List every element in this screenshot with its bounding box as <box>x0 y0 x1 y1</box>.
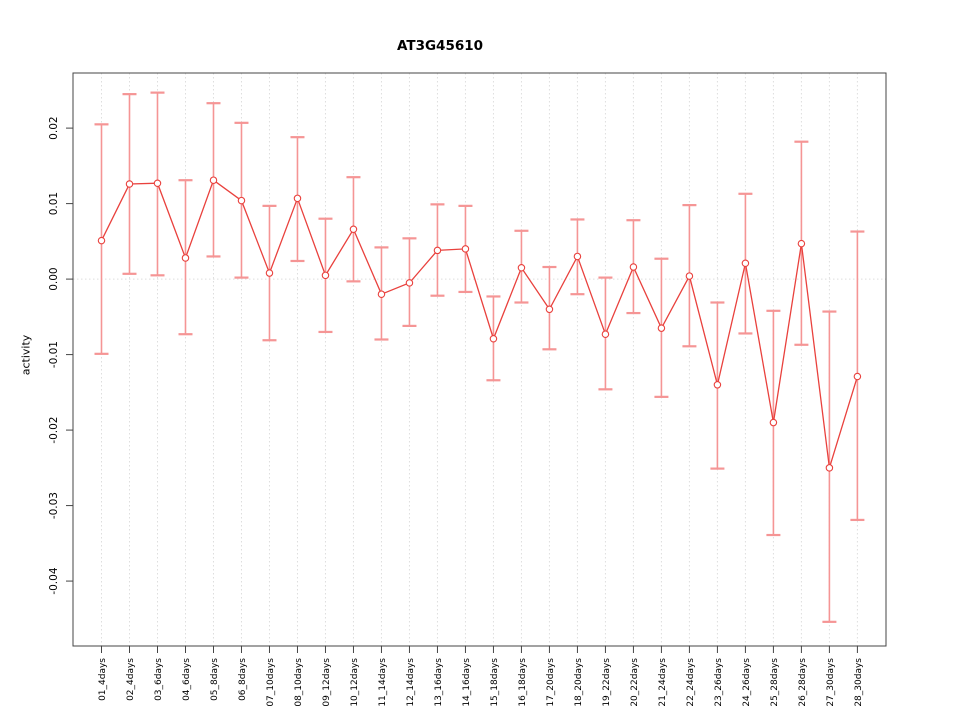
x-tick-label: 05_8days <box>210 658 220 701</box>
x-tick-label: 16_18days <box>518 658 528 707</box>
x-tick-label: 25_28days <box>770 658 780 707</box>
x-tick-label: 27_30days <box>826 658 836 707</box>
x-tick-label: 02_4days <box>126 658 136 701</box>
x-tick-label: 06_8days <box>238 658 248 701</box>
data-point <box>181 254 190 262</box>
data-point <box>573 252 582 261</box>
y-tick-label: -0.03 <box>48 492 60 519</box>
y-tick-label: -0.01 <box>48 341 60 368</box>
data-point <box>209 176 218 184</box>
x-tick-label: 19_22days <box>602 658 612 707</box>
x-tick-label: 14_16days <box>462 658 472 707</box>
x-tick-label: 08_10days <box>294 658 304 707</box>
data-point <box>237 196 246 205</box>
x-tick-label: 13_16days <box>434 658 444 707</box>
data-point <box>405 279 414 287</box>
chart-title: AT3G45610 <box>396 38 484 54</box>
data-point <box>321 271 330 280</box>
x-tick-label: 18_20days <box>574 658 584 707</box>
y-tick-label: 0.00 <box>48 267 60 290</box>
data-point <box>433 246 442 255</box>
x-tick-label: 15_18days <box>490 658 500 707</box>
x-tick-label: 09_12days <box>322 658 332 707</box>
plot-border <box>72 72 887 647</box>
data-point <box>517 264 526 272</box>
y-tick-label: 0.01 <box>48 192 60 215</box>
data-point <box>377 290 386 298</box>
x-tick-label: 24_26days <box>742 658 752 707</box>
series-line <box>100 179 859 469</box>
data-point <box>853 372 862 381</box>
x-tick-label: 28_30days <box>854 658 864 707</box>
y-tick-label: -0.02 <box>48 417 60 444</box>
x-tick-label: 20_22days <box>630 658 640 707</box>
x-tick-label: 10_12days <box>350 658 360 707</box>
x-tick-label: 17_20days <box>546 658 556 707</box>
data-point <box>349 225 358 234</box>
x-tick-label: 03_6days <box>154 658 164 701</box>
data-point <box>153 179 162 187</box>
data-point <box>293 194 302 203</box>
data-point <box>601 330 610 338</box>
x-tick-label: 22_24days <box>686 658 696 707</box>
data-point <box>797 239 806 248</box>
data-point <box>97 236 106 245</box>
data-point <box>741 259 750 267</box>
x-tick-label: 01_4days <box>98 658 108 701</box>
data-point <box>265 269 274 277</box>
y-tick-label: 0.02 <box>48 116 60 139</box>
data-point <box>461 245 470 253</box>
data-point <box>629 263 638 271</box>
x-tick-label: 21_24days <box>658 658 668 707</box>
x-tick-label: 26_28days <box>798 658 808 707</box>
data-point <box>489 334 498 343</box>
data-point <box>713 381 722 389</box>
data-point <box>125 180 134 188</box>
data-point <box>657 324 666 332</box>
data-point <box>769 418 778 427</box>
data-point <box>685 272 694 280</box>
y-tick-label: -0.04 <box>48 567 60 594</box>
x-tick-label: 11_14days <box>378 658 388 707</box>
data-point <box>825 464 834 472</box>
x-tick-label: 12_14days <box>406 658 416 707</box>
x-tick-label: 23_26days <box>714 658 724 707</box>
data-point <box>545 305 554 314</box>
x-tick-label: 04_6days <box>182 658 192 701</box>
x-tick-label: 07_10days <box>266 658 276 707</box>
